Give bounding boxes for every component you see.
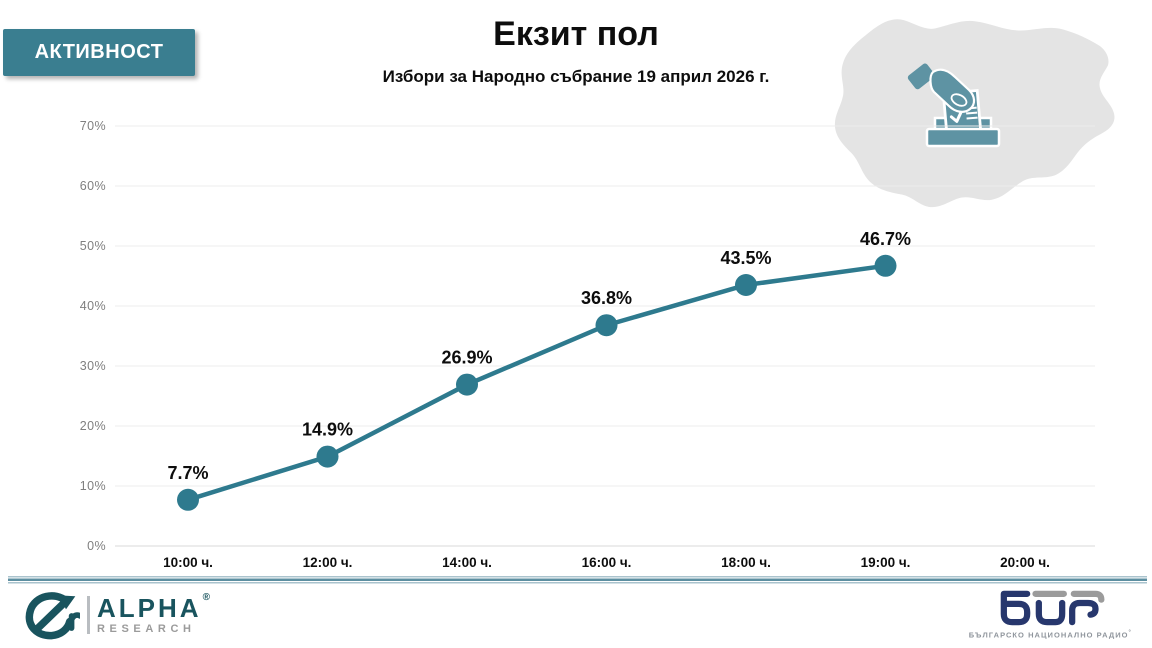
- data-label: 26.9%: [441, 348, 492, 368]
- alpha-logo-separator: [87, 596, 90, 634]
- bnr-logo-caption: БЪЛГАРСКО НАЦИОНАЛНО РАДИО°: [968, 630, 1132, 640]
- footer-divider: [8, 576, 1147, 584]
- data-label: 46.7%: [860, 229, 911, 249]
- data-point: [735, 274, 757, 296]
- y-tick-label: 20%: [80, 419, 106, 433]
- turnout-badge-label: АКТИВНОСТ: [34, 41, 164, 63]
- data-label: 43.5%: [720, 248, 771, 268]
- data-label: 7.7%: [167, 463, 208, 483]
- registered-mark: ®: [202, 592, 213, 603]
- ballot-box-icon: [907, 63, 1001, 148]
- x-tick-label: 20:00 ч.: [1000, 555, 1050, 570]
- y-tick-label: 70%: [80, 119, 106, 133]
- alpha-swoosh-icon: [25, 592, 80, 640]
- page-title: Екзит пол: [493, 15, 659, 53]
- bnr-logo-icon: [1000, 590, 1105, 626]
- y-tick-label: 10%: [80, 479, 106, 493]
- ballot-cuff: [907, 63, 935, 90]
- x-tick-label: 18:00 ч.: [721, 555, 771, 570]
- turnout-badge: АКТИВНОСТ: [3, 29, 195, 76]
- x-tick-label: 14:00 ч.: [442, 555, 492, 570]
- data-point: [595, 314, 618, 337]
- alpha-research-logo: ALPHA ® RESEARCH: [22, 589, 213, 641]
- data-point: [456, 373, 478, 396]
- x-tick-label: 16:00 ч.: [582, 555, 632, 570]
- bnr-logo: БЪЛГАРСКО НАЦИОНАЛНО РАДИО°: [969, 588, 1132, 640]
- data-label: 14.9%: [302, 420, 353, 440]
- y-tick-label: 0%: [87, 539, 106, 553]
- data-point: [874, 254, 897, 277]
- x-tick-label: 19:00 ч.: [861, 555, 911, 570]
- alpha-logo-name: ALPHA ®: [97, 592, 213, 623]
- y-tick-label: 40%: [80, 299, 106, 313]
- data-point: [316, 445, 339, 468]
- data-point: [177, 488, 199, 511]
- data-label: 36.8%: [581, 288, 632, 308]
- y-tick-label: 50%: [80, 239, 106, 253]
- turnout-line: [187, 263, 886, 502]
- page-subtitle: Избори за Народно събрание 19 април 2026…: [382, 67, 770, 86]
- y-tick-label: 30%: [80, 359, 106, 373]
- x-tick-label: 10:00 ч.: [163, 555, 213, 570]
- y-tick-label: 60%: [80, 179, 106, 193]
- alpha-logo-subtitle: RESEARCH: [97, 623, 196, 635]
- x-tick-label: 12:00 ч.: [303, 555, 353, 570]
